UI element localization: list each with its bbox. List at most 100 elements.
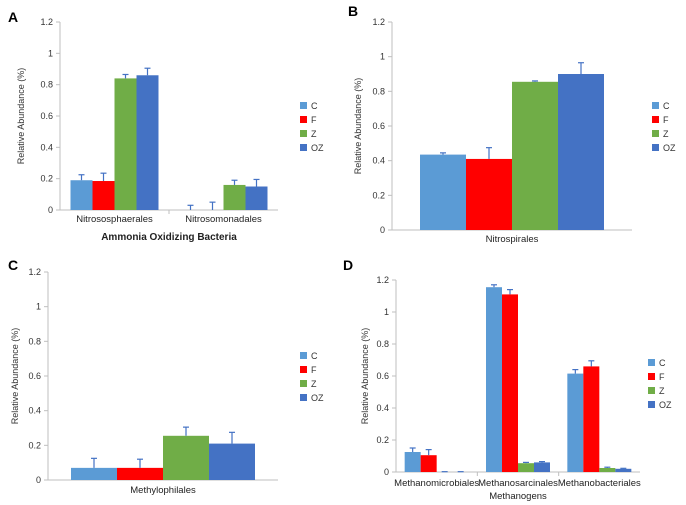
panel-d-ytick-label: 0.2 bbox=[376, 435, 389, 445]
panel-d-legend-label-f: F bbox=[659, 372, 665, 382]
panel-d-ytick-label: 0.6 bbox=[376, 371, 389, 381]
panel-c-ytick-label: 0 bbox=[36, 475, 41, 485]
panel-d-bar-c-0 bbox=[404, 452, 421, 472]
panel-a-ytick-label: 0 bbox=[48, 205, 53, 215]
panel-c-bar-z-0 bbox=[163, 435, 209, 480]
panel-d-bar-z-2 bbox=[599, 468, 616, 472]
panel-c-bar-c-0 bbox=[71, 467, 117, 480]
panel-a-ylabel: Relative Abundance (%) bbox=[16, 68, 26, 165]
panel-c-legend-label-z: Z bbox=[311, 379, 317, 389]
panel-c-legend-label-c: C bbox=[311, 351, 318, 361]
panel-b-legend-swatch-f bbox=[652, 116, 659, 123]
panel-d-bar-c-1 bbox=[486, 287, 502, 472]
panel-b-bar-z-0 bbox=[512, 81, 558, 230]
panel-b-legend-swatch-oz bbox=[652, 144, 659, 151]
panel-a-bar-f-0 bbox=[92, 181, 115, 210]
panel-d-legend-label-c: C bbox=[659, 358, 666, 368]
panel-b-bar-oz-0 bbox=[558, 74, 604, 230]
panel-a-ytick-label: 0.4 bbox=[40, 142, 53, 152]
panel-a-ytick-label: 0.8 bbox=[40, 80, 53, 90]
panel-c-ytick-label: 1.2 bbox=[28, 267, 41, 277]
panel-d-bar-f-2 bbox=[583, 366, 600, 472]
panel-a-ytick-label: 0.6 bbox=[40, 111, 53, 121]
panel-c-ytick-label: 0.8 bbox=[28, 336, 41, 346]
panel-b-legend-label-c: C bbox=[663, 101, 670, 111]
panel-c-letter: C bbox=[8, 257, 18, 273]
panel-a-bar-oz-0 bbox=[136, 75, 159, 211]
panel-d-ytick-label: 0.8 bbox=[376, 339, 389, 349]
panel-d-category-label: Methanobacteriales bbox=[558, 478, 641, 489]
panel-c-legend-label-f: F bbox=[311, 365, 317, 375]
panel-a-legend-swatch-z bbox=[300, 130, 307, 137]
panel-c-ytick-label: 0.2 bbox=[28, 440, 41, 450]
panel-d-legend-swatch-c bbox=[648, 359, 655, 366]
panel-a-ytick-label: 1 bbox=[48, 48, 53, 58]
panel-d-ytick-label: 1.2 bbox=[376, 275, 389, 285]
panel-b-ytick-label: 0.6 bbox=[372, 121, 385, 131]
panel-a-legend-label-z: Z bbox=[311, 129, 317, 139]
panel-c-ytick-label: 0.6 bbox=[28, 371, 41, 381]
panel-a-legend-swatch-c bbox=[300, 102, 307, 109]
panel-d-bar-oz-1 bbox=[534, 462, 550, 472]
panel-b-legend-label-z: Z bbox=[663, 129, 669, 139]
panel-b-ylabel: Relative Abundance (%) bbox=[353, 78, 363, 175]
panel-d-bar-f-0 bbox=[420, 455, 437, 472]
panel-b-bar-c-0 bbox=[420, 154, 466, 230]
panel-d-legend-swatch-f bbox=[648, 373, 655, 380]
panel-d-ytick-label: 0.4 bbox=[376, 403, 389, 413]
panel-d-category-label: Methanomicrobiales bbox=[394, 478, 479, 489]
panel-b-ytick-label: 0.4 bbox=[372, 156, 385, 166]
panel-d-legend-swatch-z bbox=[648, 387, 655, 394]
panel-a-bar-z-1 bbox=[223, 184, 246, 210]
panel-c-legend-swatch-z bbox=[300, 380, 307, 387]
panel-a-bar-z-0 bbox=[114, 78, 137, 211]
panel-a-legend-label-c: C bbox=[311, 101, 318, 111]
panel-d-bar-f-1 bbox=[502, 294, 518, 472]
panel-d-ylabel: Relative Abundance (%) bbox=[360, 328, 370, 425]
panel-a-category-label: Nitrosomonadales bbox=[185, 214, 262, 225]
panel-c-ytick-label: 1 bbox=[36, 302, 41, 312]
panel-c-legend-swatch-f bbox=[300, 366, 307, 373]
panel-d-bar-c-2 bbox=[567, 373, 584, 472]
panel-d-category-label: Methanosarcinales bbox=[478, 478, 558, 489]
panel-d-ytick-label: 1 bbox=[384, 307, 389, 317]
panel-c-bar-oz-0 bbox=[209, 443, 255, 480]
panel-a-bar-c-0 bbox=[70, 180, 93, 210]
panel-b-ytick-label: 1 bbox=[380, 52, 385, 62]
panel-a-legend-swatch-f bbox=[300, 116, 307, 123]
panel-b-category-label: Nitrospirales bbox=[486, 234, 539, 245]
panel-a-xlabel: Ammonia Oxidizing Bacteria bbox=[101, 232, 237, 243]
panel-d-ytick-label: 0 bbox=[384, 467, 389, 477]
panel-b-ytick-label: 0.2 bbox=[372, 190, 385, 200]
panel-b-bar-f-0 bbox=[466, 158, 512, 230]
panel-c-legend-swatch-c bbox=[300, 352, 307, 359]
panel-a-letter: A bbox=[8, 9, 18, 25]
panel-a-bar-oz-1 bbox=[245, 186, 268, 210]
panel-a-ytick-label: 0.2 bbox=[40, 174, 53, 184]
panel-d-legend-label-oz: OZ bbox=[659, 400, 672, 410]
panel-b-legend-label-oz: OZ bbox=[663, 143, 676, 153]
panel-d-legend-swatch-oz bbox=[648, 401, 655, 408]
panel-a-category-label: Nitrososphaerales bbox=[76, 214, 153, 225]
panel-c-legend-label-oz: OZ bbox=[311, 393, 324, 403]
panel-d-xlabel: Methanogens bbox=[489, 491, 547, 502]
panel-c-legend-swatch-oz bbox=[300, 394, 307, 401]
panel-d-letter: D bbox=[343, 257, 353, 273]
panel-a-legend-swatch-oz bbox=[300, 144, 307, 151]
panel-b-ytick-label: 1.2 bbox=[372, 17, 385, 27]
panel-d-legend-label-z: Z bbox=[659, 386, 665, 396]
panel-a-ytick-label: 1.2 bbox=[40, 17, 53, 27]
panel-b-letter: B bbox=[348, 3, 358, 19]
panel-d-bar-oz-2 bbox=[615, 468, 632, 472]
panel-a-legend-label-oz: OZ bbox=[311, 143, 324, 153]
panel-b-ytick-label: 0 bbox=[380, 225, 385, 235]
panel-a-legend-label-f: F bbox=[311, 115, 317, 125]
panel-c-ytick-label: 0.4 bbox=[28, 406, 41, 416]
panel-b-legend-swatch-z bbox=[652, 130, 659, 137]
panel-d-bar-z-1 bbox=[518, 463, 534, 472]
panel-c-bar-f-0 bbox=[117, 467, 163, 480]
panel-b-legend-label-f: F bbox=[663, 115, 669, 125]
panel-c-ylabel: Relative Abundance (%) bbox=[10, 328, 20, 425]
panel-b-ytick-label: 0.8 bbox=[372, 86, 385, 96]
